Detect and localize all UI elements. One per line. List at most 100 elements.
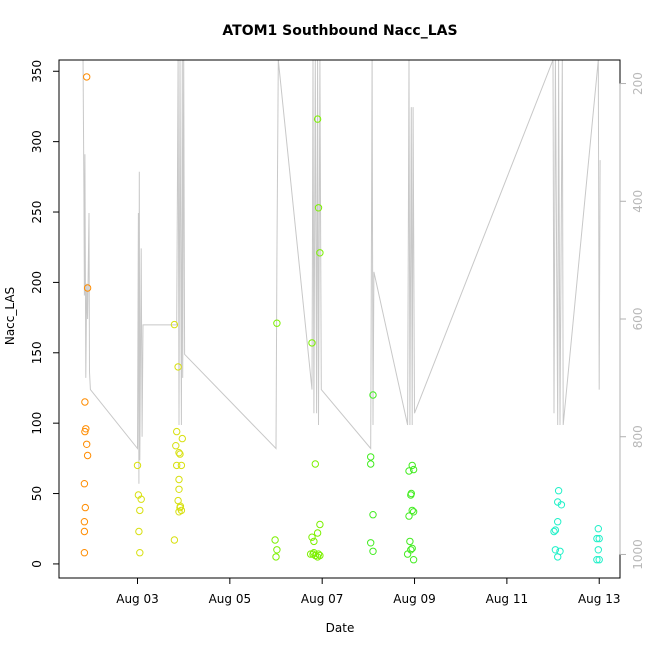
data-point — [310, 537, 318, 546]
data-point — [83, 73, 91, 81]
y-axis-label: Nacc_LAS — [3, 287, 17, 345]
data-point — [367, 539, 375, 547]
data-point — [408, 544, 416, 553]
data-point — [81, 503, 90, 512]
data-point — [306, 550, 315, 558]
data-point — [595, 534, 603, 543]
y-tick-label: 150 — [30, 341, 44, 364]
y2-tick-label: 1000 — [631, 539, 645, 570]
x-tick-label: Aug 05 — [209, 592, 252, 606]
y-tick-label: 200 — [30, 271, 44, 294]
data-point — [405, 467, 413, 475]
data-point — [170, 536, 179, 544]
x-tick-label: Aug 07 — [301, 592, 344, 606]
data-point — [83, 284, 92, 292]
y-tick-label: 100 — [30, 412, 44, 435]
data-point — [311, 460, 319, 468]
data-point — [409, 556, 418, 564]
data-point — [83, 451, 92, 460]
data-point — [174, 363, 182, 371]
data-point — [80, 518, 89, 526]
data-point — [136, 506, 144, 515]
data-point — [409, 508, 418, 516]
data-point — [310, 549, 318, 557]
scatter-series — [80, 73, 603, 564]
data-point — [594, 525, 602, 533]
data-point — [367, 453, 375, 461]
series-2 — [271, 115, 324, 561]
x-axis-label: Date — [326, 621, 355, 635]
data-point — [273, 319, 281, 327]
y2-tick-label: 800 — [631, 425, 645, 448]
data-point — [595, 556, 603, 564]
x-tick-label: Aug 11 — [486, 592, 529, 606]
data-point — [405, 512, 413, 520]
data-point — [172, 442, 180, 450]
plot-frame — [58, 59, 621, 579]
y2-tick-label: 400 — [631, 190, 645, 213]
data-point — [316, 249, 324, 257]
data-point — [409, 465, 418, 474]
data-point — [593, 534, 601, 543]
data-point — [81, 398, 89, 406]
data-point — [593, 556, 601, 564]
data-point — [83, 440, 91, 448]
data-point — [407, 489, 415, 498]
data-point — [406, 537, 414, 546]
pressure-series — [82, 60, 601, 484]
x-tick-label: Aug 03 — [116, 592, 159, 606]
data-point — [313, 115, 322, 123]
y2-tick-label: 600 — [631, 308, 645, 331]
data-point — [308, 339, 316, 347]
data-point — [557, 501, 566, 509]
series-0 — [80, 73, 92, 557]
data-point — [408, 461, 416, 470]
data-point — [594, 546, 602, 554]
data-point — [82, 425, 90, 433]
data-point — [407, 546, 415, 554]
data-point — [273, 546, 281, 554]
data-point — [176, 450, 184, 458]
data-point — [551, 526, 560, 534]
data-point — [314, 550, 323, 558]
data-point — [550, 527, 558, 536]
data-point — [316, 520, 324, 529]
data-point — [554, 518, 562, 526]
y2-tick-label: 200 — [631, 72, 645, 95]
series-4 — [550, 487, 603, 564]
data-point — [175, 485, 183, 493]
data-point — [137, 495, 145, 503]
x-tick-label: Aug 13 — [578, 592, 621, 606]
data-point — [403, 550, 412, 558]
data-point — [556, 547, 564, 555]
data-point — [271, 536, 279, 544]
data-point — [136, 549, 144, 557]
series-1 — [133, 320, 187, 557]
chart-title: ATOM1 Southbound Nacc_LAS — [222, 23, 457, 39]
y-tick-label: 350 — [30, 60, 44, 83]
data-point — [554, 487, 563, 495]
data-point — [314, 204, 323, 212]
data-point — [369, 547, 377, 555]
data-point — [170, 320, 179, 329]
data-point — [80, 527, 89, 536]
data-point — [175, 475, 183, 484]
data-point — [178, 434, 187, 443]
data-point — [133, 461, 142, 470]
series-3 — [367, 391, 418, 564]
data-point — [369, 391, 377, 399]
data-point — [551, 546, 560, 554]
y-tick-label: 250 — [30, 201, 44, 224]
data-point — [80, 549, 89, 557]
data-point — [177, 461, 186, 470]
data-point — [408, 506, 416, 515]
data-point — [173, 461, 181, 470]
data-point — [369, 511, 377, 519]
data-point — [80, 480, 89, 488]
y-tick-label: 0 — [30, 560, 44, 568]
data-point — [367, 460, 375, 468]
data-point — [173, 427, 181, 436]
data-point — [272, 553, 280, 561]
x-tick-label: Aug 09 — [393, 592, 436, 606]
